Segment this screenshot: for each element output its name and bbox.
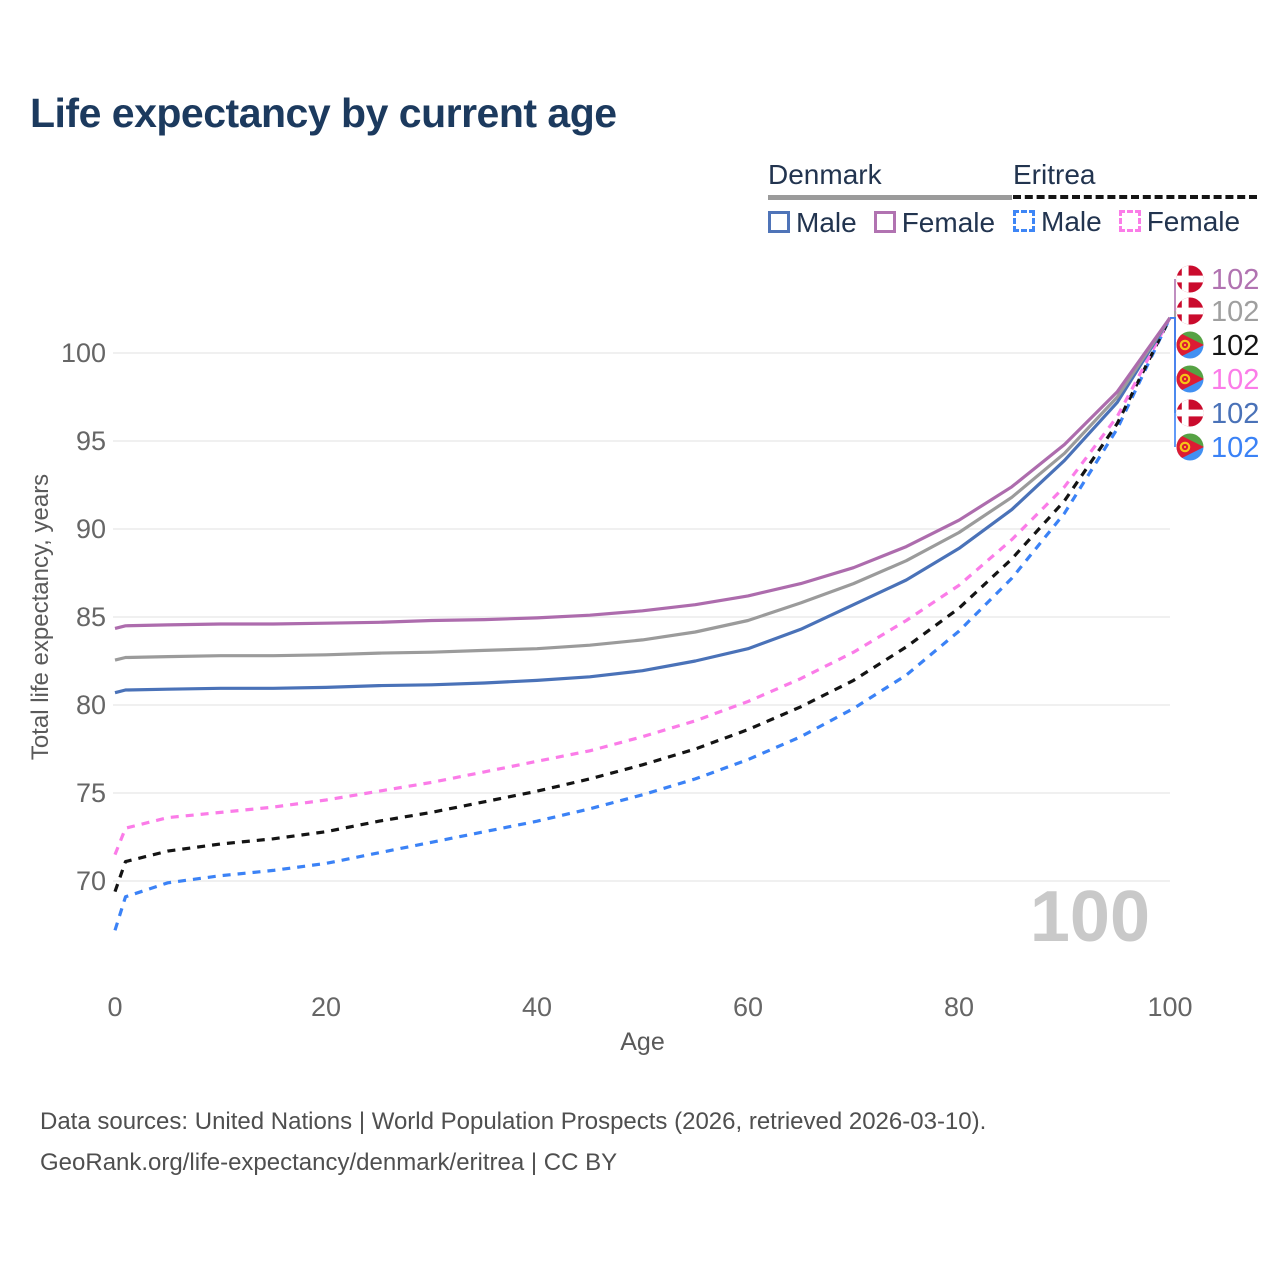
line-denmark <box>114 316 1172 662</box>
attribution-link-text: GeoRank.org/life-expectancy/denmark/erit… <box>40 1149 618 1176</box>
end-value-denmark: 102 <box>1211 296 1259 328</box>
x-axis-title: Age <box>620 1028 664 1056</box>
end-value-denmark-female: 102 <box>1211 264 1259 296</box>
legend-swatch-denmark-female[interactable] <box>873 211 896 234</box>
eritrea-flag-icon <box>1176 331 1204 359</box>
legend-swatch-denmark-male[interactable] <box>768 211 790 234</box>
end-value-eritrea-male: 102 <box>1211 432 1259 464</box>
y-tick-100: 100 <box>61 338 106 368</box>
line-eritrea-male <box>113 317 1172 931</box>
y-tick-95: 95 <box>76 426 106 456</box>
denmark-solid-line-sample <box>768 194 1013 200</box>
eritrea-dashed-line-sample <box>1013 194 1258 199</box>
legend-group-eritrea: Eritrea Male Female <box>1013 159 1258 237</box>
line-denmark-female <box>114 316 1172 630</box>
denmark-flag-icon <box>1176 265 1204 293</box>
legend-swatch-eritrea-male[interactable] <box>1013 210 1035 233</box>
denmark-flag-icon <box>1176 297 1204 325</box>
end-value-eritrea: 102 <box>1211 330 1259 362</box>
line-chart: 70 75 80 85 90 95 100 100 0 20 40 60 80 100 Age Total l… <box>27 264 1259 1056</box>
legend-country-denmark: Denmark <box>768 159 882 190</box>
line-eritrea-female <box>113 317 1172 856</box>
y-tick-70: 70 <box>76 866 106 896</box>
eritrea-flag-icon <box>1176 365 1204 393</box>
x-tick-40: 40 <box>522 992 552 1022</box>
x-tick-100: 100 <box>1147 992 1192 1022</box>
y-tick-85: 85 <box>76 602 106 632</box>
legend-label-eritrea-female[interactable]: Female <box>1146 205 1241 237</box>
x-tick-20: 20 <box>311 992 341 1022</box>
y-tick-80: 80 <box>76 690 106 720</box>
end-value-eritrea-female: 102 <box>1211 364 1259 396</box>
end-label-connector <box>1170 316 1176 447</box>
watermark-100: 100 <box>1030 877 1150 957</box>
legend-label-denmark-male[interactable]: Male <box>796 206 857 238</box>
legend-swatch-eritrea-female[interactable] <box>1118 210 1141 233</box>
line-denmark-male <box>114 316 1172 695</box>
eritrea-flag-icon <box>1176 433 1204 461</box>
y-axis-title: Total life expectancy, years <box>27 474 54 760</box>
y-tick-75: 75 <box>76 778 106 808</box>
legend-group-denmark: Denmark Male Female <box>768 159 1013 238</box>
data-sources-text: Data sources: United Nations | World Pop… <box>40 1108 987 1135</box>
legend-country-eritrea: Eritrea <box>1013 159 1096 190</box>
x-tick-80: 80 <box>944 992 974 1022</box>
denmark-flag-icon <box>1176 399 1204 427</box>
x-tick-0: 0 <box>107 992 122 1022</box>
end-label-connector <box>1170 311 1176 319</box>
legend-label-denmark-female[interactable]: Female <box>901 206 996 238</box>
end-value-denmark-male: 102 <box>1211 398 1259 430</box>
legend-label-eritrea-male[interactable]: Male <box>1041 205 1102 237</box>
x-tick-60: 60 <box>733 992 763 1022</box>
line-eritrea <box>113 317 1172 893</box>
y-tick-90: 90 <box>76 514 106 544</box>
page-title: Life expectancy by current age <box>30 90 617 136</box>
